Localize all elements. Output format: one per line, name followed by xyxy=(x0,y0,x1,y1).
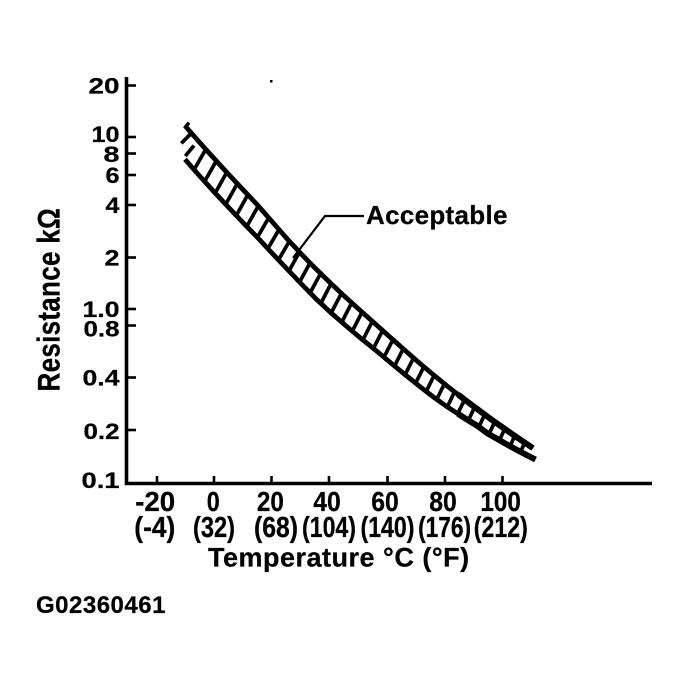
svg-text:1.0: 1.0 xyxy=(83,297,120,322)
svg-text:0.2: 0.2 xyxy=(84,419,120,444)
svg-text:G02360461: G02360461 xyxy=(36,592,166,619)
svg-text:(212): (212) xyxy=(474,511,528,543)
svg-text:20: 20 xyxy=(89,73,120,98)
svg-text:(68): (68) xyxy=(254,511,298,543)
svg-text:(104): (104) xyxy=(302,511,356,543)
svg-text:-20: -20 xyxy=(135,486,175,518)
svg-text:2: 2 xyxy=(105,245,120,270)
svg-text:(-4): (-4) xyxy=(134,511,175,543)
svg-text:Temperature °C (°F): Temperature °C (°F) xyxy=(208,543,470,573)
svg-text:0.4: 0.4 xyxy=(83,365,121,390)
svg-text:10: 10 xyxy=(92,122,120,147)
svg-text:60: 60 xyxy=(371,486,399,518)
svg-text:(140): (140) xyxy=(361,511,415,543)
svg-text:4: 4 xyxy=(106,193,121,218)
svg-text:8: 8 xyxy=(104,142,120,167)
svg-text:40: 40 xyxy=(313,486,341,518)
svg-text:(32): (32) xyxy=(193,511,235,543)
svg-text:Acceptable: Acceptable xyxy=(366,200,508,230)
svg-text:0: 0 xyxy=(207,486,220,518)
svg-text:(176): (176) xyxy=(418,511,471,543)
svg-text:6: 6 xyxy=(106,163,120,188)
svg-text:0.8: 0.8 xyxy=(84,317,120,342)
svg-text:100: 100 xyxy=(480,486,521,518)
svg-text:80: 80 xyxy=(429,486,457,518)
svg-text:0.1: 0.1 xyxy=(82,468,120,493)
svg-text:Resistance kΩ: Resistance kΩ xyxy=(32,208,67,392)
svg-text:20: 20 xyxy=(257,486,284,518)
